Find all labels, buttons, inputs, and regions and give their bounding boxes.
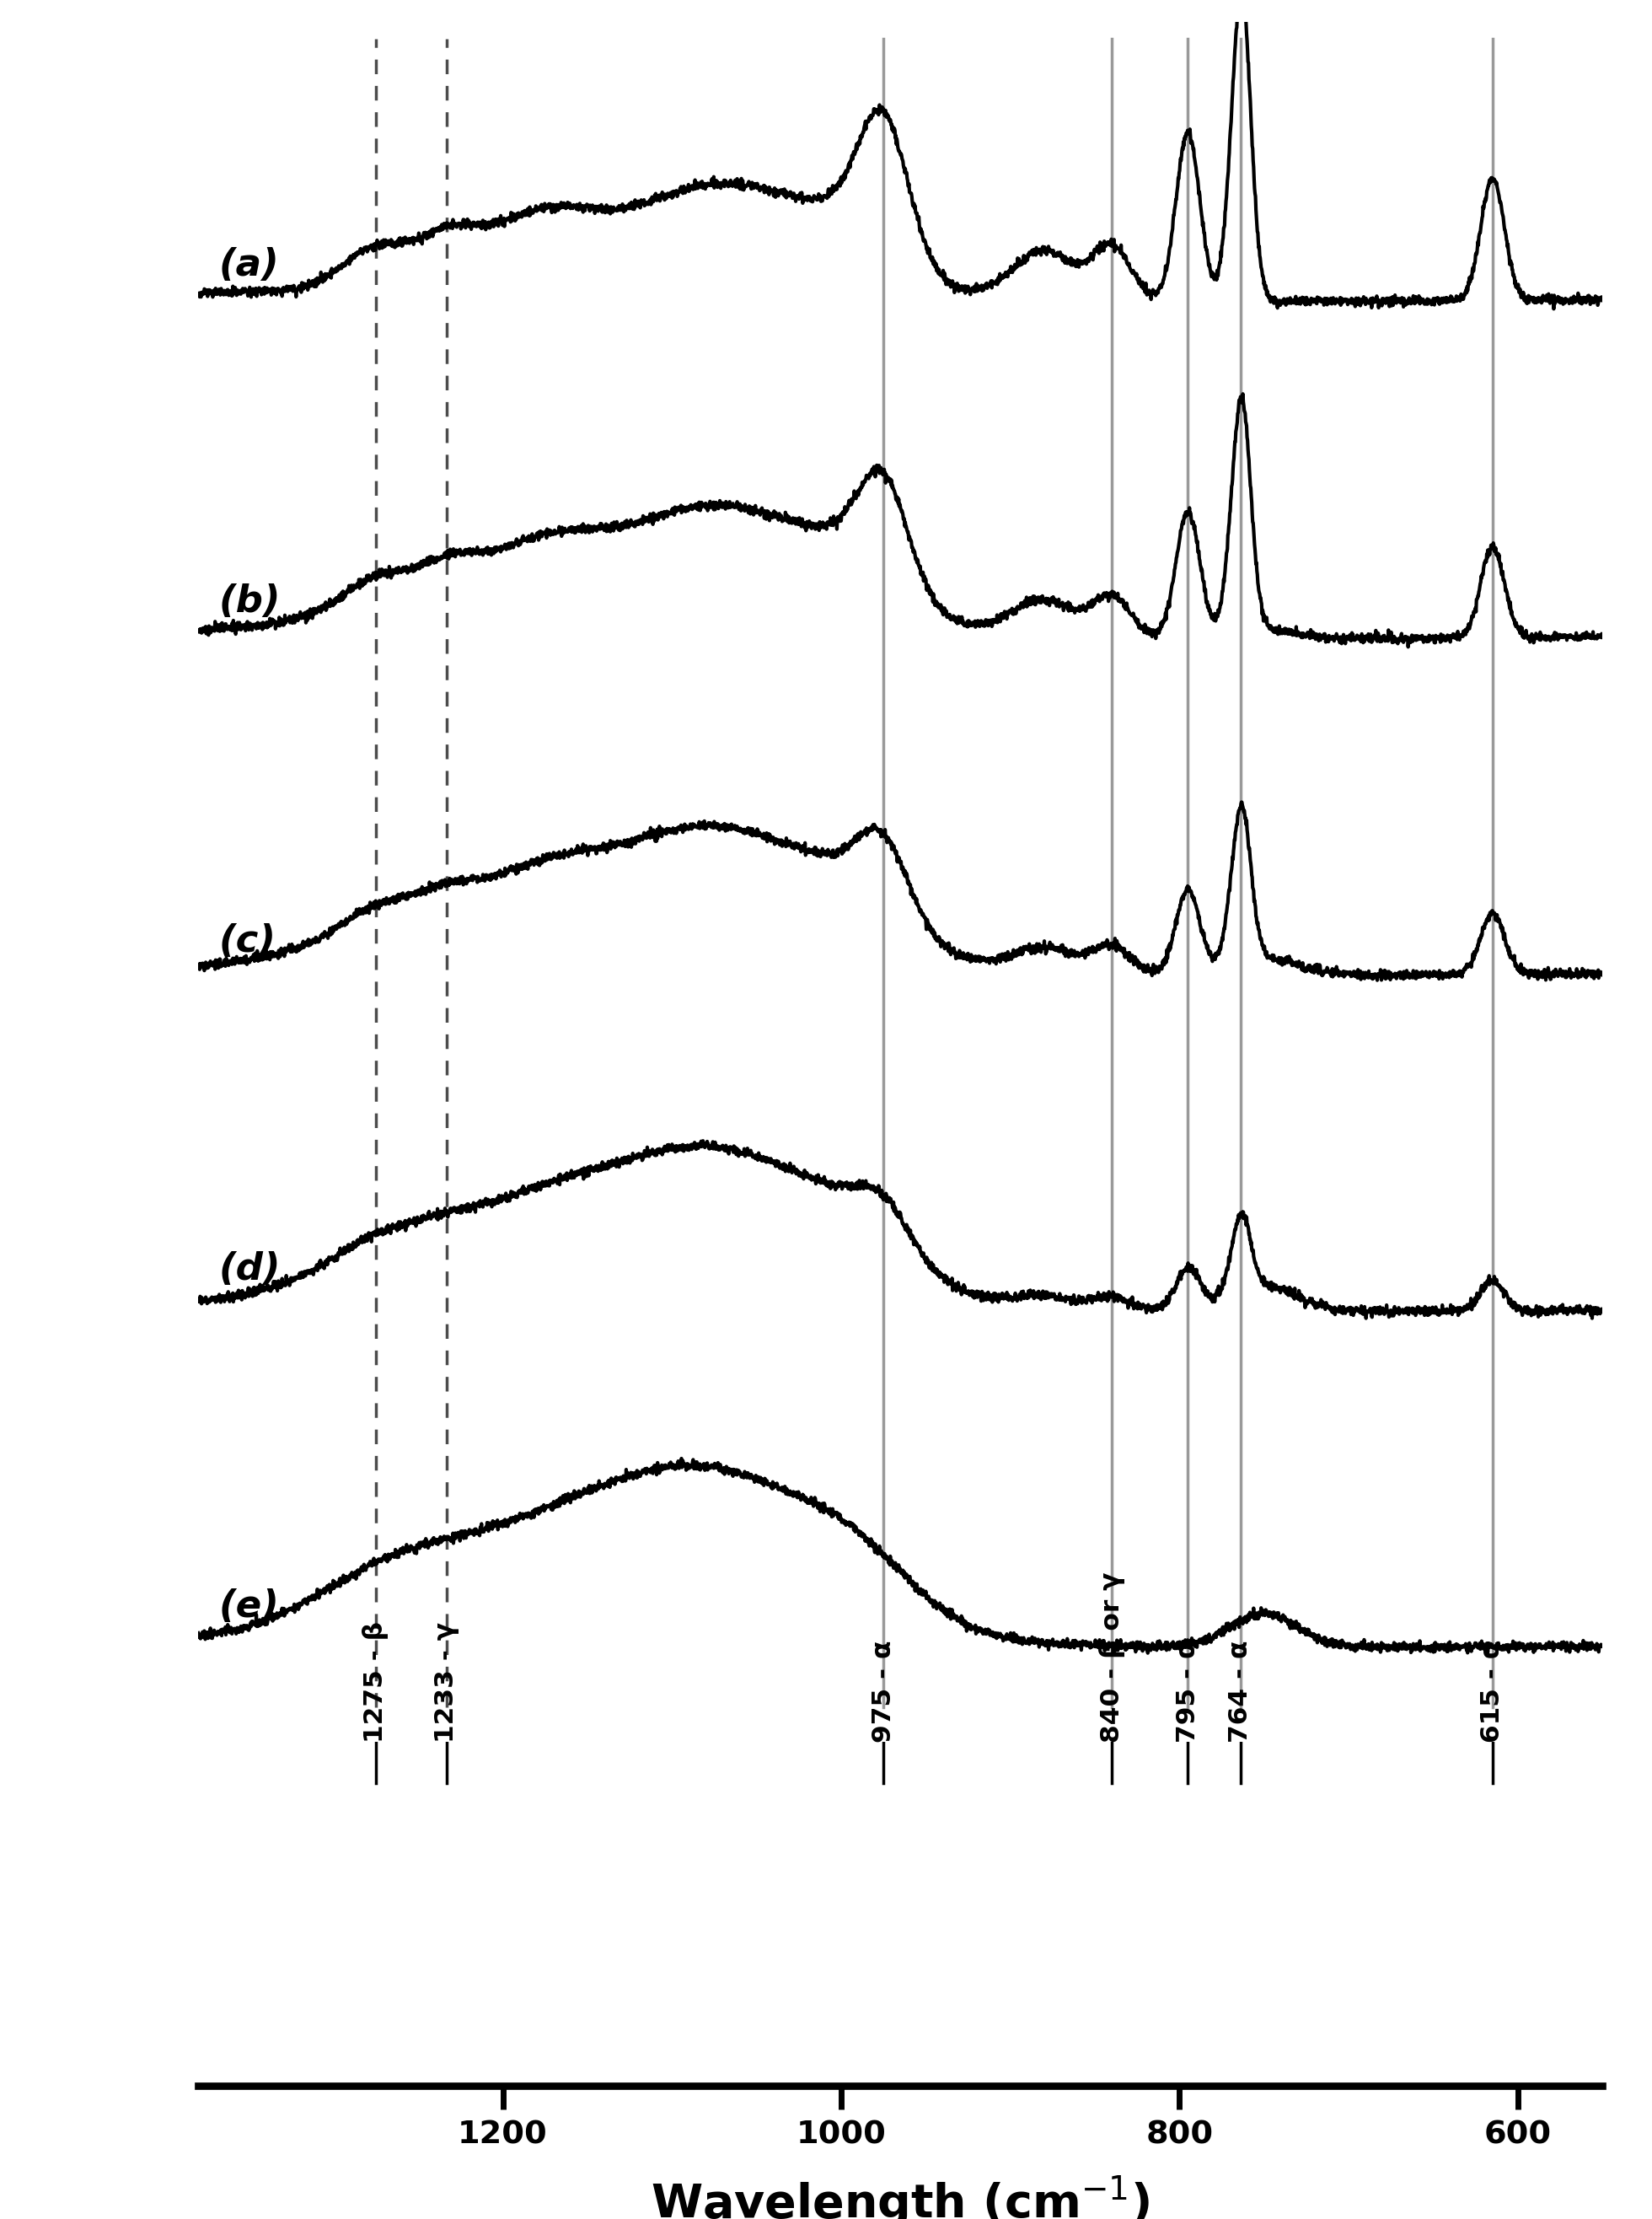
Text: 975 - α: 975 - α <box>871 1640 895 1742</box>
Text: (b): (b) <box>218 584 281 619</box>
Text: 795 - α: 795 - α <box>1176 1640 1199 1742</box>
Text: (e): (e) <box>218 1589 279 1624</box>
Text: (d): (d) <box>218 1252 281 1287</box>
Text: 1233 - γ: 1233 - γ <box>434 1622 459 1742</box>
Text: 840 - β or γ: 840 - β or γ <box>1099 1571 1125 1742</box>
Text: 615 - α: 615 - α <box>1480 1640 1505 1742</box>
Text: 1275 - β: 1275 - β <box>363 1620 388 1742</box>
Text: 764 - α: 764 - α <box>1227 1640 1252 1742</box>
X-axis label: Wavelength (cm$^{-1}$): Wavelength (cm$^{-1}$) <box>651 2172 1150 2219</box>
Text: (a): (a) <box>218 246 279 284</box>
Text: (c): (c) <box>218 923 276 959</box>
